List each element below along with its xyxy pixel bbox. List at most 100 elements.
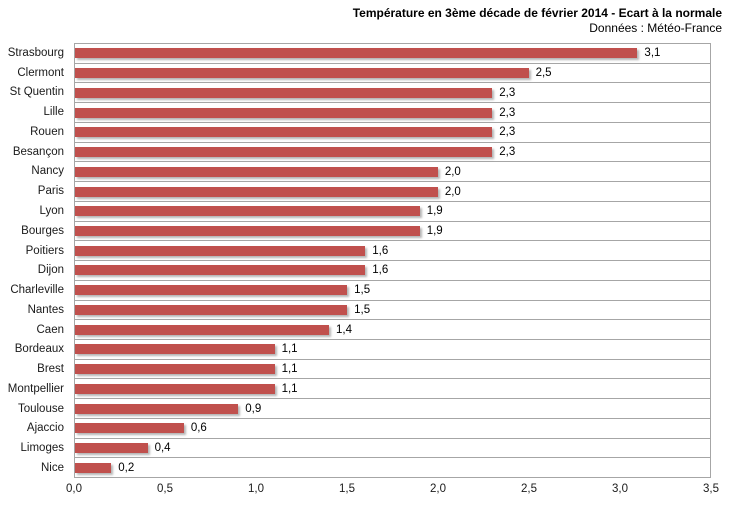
data-label-strasbourg: 3,1	[644, 47, 661, 60]
bar-st-quentin	[75, 87, 493, 98]
chart-row-paris: 2,0	[75, 182, 710, 202]
data-label-paris: 2,0	[444, 185, 461, 198]
data-label-rouen: 2,3	[499, 126, 516, 139]
category-label-toulouse: Toulouse	[17, 402, 64, 415]
category-label-limoges: Limoges	[20, 442, 64, 455]
bar-dijon	[75, 265, 366, 276]
category-label-rouen: Rouen	[30, 125, 64, 138]
category-label-brest: Brest	[37, 363, 64, 376]
data-label-toulouse: 0,9	[245, 402, 262, 415]
chart-row-lyon: 1,9	[75, 202, 710, 222]
data-label-limoges: 0,4	[154, 442, 171, 455]
chart-row-bordeaux: 1,1	[75, 340, 710, 360]
x-tick-label-5: 2,5	[521, 483, 537, 495]
chart-row-ajaccio: 0,6	[75, 419, 710, 439]
bar-lyon	[75, 206, 420, 217]
chart-row-toulouse: 0,9	[75, 399, 710, 419]
bar-paris	[75, 186, 438, 197]
data-label-lyon: 1,9	[426, 205, 443, 218]
chart-row-bourges: 1,9	[75, 222, 710, 242]
category-label-bourges: Bourges	[21, 224, 64, 237]
data-label-bourges: 1,9	[426, 224, 443, 237]
value-axis: 0,0 0,5 1,0 1,5 2,0 2,5 3,0 3,5	[66, 483, 719, 499]
category-label-st-quentin: St Quentin	[9, 86, 64, 99]
category-label-charleville: Charleville	[10, 284, 64, 297]
category-label-bordeaux: Bordeaux	[14, 343, 64, 356]
category-axis: Strasbourg Clermont St Quentin Lille Rouen Be…	[0, 43, 70, 478]
chart-row-dijon: 1,6	[75, 261, 710, 281]
data-label-nancy: 2,0	[444, 165, 461, 178]
bar-ajaccio	[75, 423, 184, 434]
category-label-dijon: Dijon	[37, 264, 64, 277]
category-label-nantes: Nantes	[27, 303, 64, 316]
chart-row-besancon: 2,3	[75, 143, 710, 163]
chart-title: Température en 3ème décade de février 20…	[352, 6, 722, 20]
bar-toulouse	[75, 403, 239, 414]
data-label-charleville: 1,5	[354, 284, 371, 297]
category-label-poitiers: Poitiers	[25, 244, 64, 257]
data-label-poitiers: 1,6	[372, 244, 389, 257]
bar-lille	[75, 107, 493, 118]
data-label-caen: 1,4	[336, 323, 352, 336]
category-label-ajaccio: Ajaccio	[26, 422, 64, 435]
category-label-lille: Lille	[43, 106, 64, 119]
chart-row-lille: 2,3	[75, 103, 710, 123]
data-label-dijon: 1,6	[372, 264, 389, 277]
category-label-strasbourg: Strasbourg	[7, 46, 64, 59]
chart-row-brest: 1,1	[75, 360, 710, 380]
bar-charleville	[75, 285, 348, 296]
chart-row-limoges: 0,4	[75, 439, 710, 459]
x-tick-label-0: 0,0	[66, 483, 82, 495]
x-tick-label-4: 2,0	[430, 483, 446, 495]
bar-caen	[75, 324, 329, 335]
chart-row-clermont: 2,5	[75, 64, 710, 84]
data-label-nice: 0,2	[118, 461, 135, 474]
category-label-clermont: Clermont	[17, 66, 64, 79]
data-label-st-quentin: 2,3	[499, 86, 516, 99]
x-tick-label-3: 1,5	[339, 483, 355, 495]
data-label-clermont: 2,5	[535, 67, 552, 80]
bar-bourges	[75, 225, 420, 236]
chart-row-st-quentin: 2,3	[75, 83, 710, 104]
data-label-ajaccio: 0,6	[190, 422, 207, 435]
chart-subtitle: Données : Météo-France	[589, 21, 722, 35]
data-label-lille: 2,3	[499, 106, 516, 119]
category-label-caen: Caen	[36, 323, 65, 336]
x-tick-label-6: 3,0	[612, 483, 628, 495]
chart-row-caen: 1,4	[75, 320, 710, 341]
data-label-brest: 1,1	[281, 363, 298, 376]
chart-row-poitiers: 1,6	[75, 241, 710, 262]
category-label-montpellier: Montpellier	[7, 382, 64, 395]
category-label-nancy: Nancy	[31, 165, 64, 178]
x-tick-label-1: 0,5	[157, 483, 173, 495]
bar-montpellier	[75, 383, 275, 394]
chart-row-charleville: 1,5	[75, 281, 710, 301]
bar-strasbourg	[75, 48, 638, 59]
chart-row-rouen: 2,3	[75, 123, 710, 143]
bar-nice	[75, 462, 112, 473]
chart-header: Température en 3ème décade de février 20…	[353, 6, 722, 36]
bar-nantes	[75, 304, 348, 315]
data-label-nantes: 1,5	[354, 303, 371, 316]
category-label-nice: Nice	[40, 461, 64, 474]
data-label-besancon: 2,3	[499, 146, 516, 159]
chart-row-montpellier: 1,1	[75, 379, 710, 400]
chart-row-nancy: 2,0	[75, 162, 710, 183]
plot-area: 3,1 2,5 2,3 2,3 2,3 2,3 2,0 2,0 1,9 1,9 1,6 1,6 1,5 1…	[74, 43, 711, 478]
chart-row-nice: 0,2	[75, 458, 710, 477]
x-tick-label-2: 1,0	[248, 483, 264, 495]
data-label-bordeaux: 1,1	[281, 343, 298, 356]
bar-bordeaux	[75, 344, 275, 355]
bar-rouen	[75, 127, 493, 138]
category-label-lyon: Lyon	[39, 205, 64, 217]
chart-row-nantes: 1,5	[75, 301, 710, 321]
bar-besancon	[75, 147, 493, 158]
data-label-montpellier: 1,1	[281, 382, 298, 395]
bar-clermont	[75, 68, 529, 79]
category-label-paris: Paris	[37, 185, 64, 198]
bar-limoges	[75, 443, 148, 454]
bar-brest	[75, 364, 275, 375]
bar-nancy	[75, 166, 438, 177]
bar-poitiers	[75, 245, 366, 256]
